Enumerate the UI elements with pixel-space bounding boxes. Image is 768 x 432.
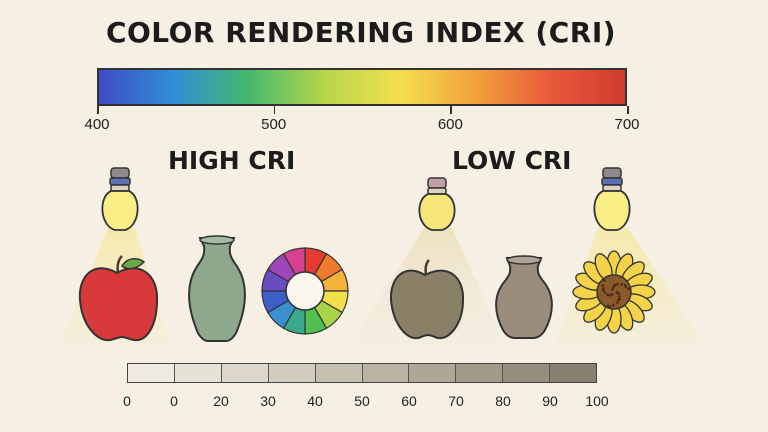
vase-icon xyxy=(188,237,246,342)
color-wheel-center xyxy=(285,271,325,311)
scale-label: 0 xyxy=(123,393,131,409)
scale-label: 80 xyxy=(495,393,511,409)
sunflower-seed xyxy=(601,284,605,287)
light-bulb-icon xyxy=(418,177,456,231)
sunflower-seed xyxy=(617,298,620,302)
scale-label: 20 xyxy=(213,393,229,409)
sunflower-seed xyxy=(612,303,615,307)
sunflower-seed xyxy=(616,282,620,286)
wavelength-spectrum-bar xyxy=(97,68,627,106)
scale-segment xyxy=(315,364,363,382)
sunflower-seed xyxy=(627,287,630,291)
dull-apple-icon xyxy=(389,259,465,340)
red-apple-icon xyxy=(78,255,159,342)
spectrum-label: 500 xyxy=(261,116,287,133)
cri-scale-bar xyxy=(127,363,597,383)
scale-segment xyxy=(456,364,504,382)
scale-segment xyxy=(268,364,316,382)
sunflower-seed xyxy=(606,304,610,308)
sunflower-seed xyxy=(614,283,617,287)
scale-segment xyxy=(128,364,175,382)
sunflower-seed xyxy=(616,301,619,304)
sunflower-seed xyxy=(603,291,607,294)
spectrum-tick xyxy=(627,106,629,114)
scale-segment xyxy=(550,364,597,382)
scale-label: 50 xyxy=(354,393,370,409)
scale-label: 0 xyxy=(170,393,178,409)
sunflower-seed xyxy=(603,279,606,282)
spectrum-label: 400 xyxy=(84,116,110,133)
sunflower-icon xyxy=(572,250,656,334)
spectrum-label: 600 xyxy=(437,116,463,133)
sunflower-seed xyxy=(624,285,628,288)
sunflower-seed xyxy=(611,288,614,291)
spectrum-label: 700 xyxy=(614,116,640,133)
scale-label: 100 xyxy=(585,393,609,409)
sunflower-seed xyxy=(618,295,621,298)
page-title: COLOR RENDERING INDEX (CRI) xyxy=(105,16,617,49)
scale-segment xyxy=(221,364,269,382)
spectrum-tick xyxy=(450,106,452,114)
scale-label: 60 xyxy=(401,393,417,409)
scale-label: 30 xyxy=(260,393,276,409)
spectrum-tick xyxy=(97,106,99,114)
sunflower-seed xyxy=(606,293,609,297)
scale-segment xyxy=(362,364,410,382)
sunflower-seed xyxy=(611,293,614,296)
light-bulb-icon xyxy=(101,167,139,231)
scale-segment xyxy=(174,364,222,382)
scale-label: 70 xyxy=(448,393,464,409)
high-cri-heading: HIGH CRI xyxy=(168,146,296,175)
sunflower-seed xyxy=(608,293,612,297)
light-bulb-icon xyxy=(593,167,631,231)
scale-segment xyxy=(503,364,551,382)
sunflower-seed xyxy=(620,282,624,286)
scale-label: 90 xyxy=(542,393,558,409)
sunflower-seed xyxy=(615,291,619,294)
scale-label: 40 xyxy=(307,393,323,409)
color-wheel-icon xyxy=(261,247,349,335)
low-cri-heading: LOW CRI xyxy=(452,146,572,175)
dull-vase-icon xyxy=(495,257,553,339)
scale-segment xyxy=(409,364,457,382)
sunflower-seed xyxy=(602,287,605,290)
spectrum-tick xyxy=(273,106,276,114)
sunflower-seed xyxy=(612,285,615,289)
